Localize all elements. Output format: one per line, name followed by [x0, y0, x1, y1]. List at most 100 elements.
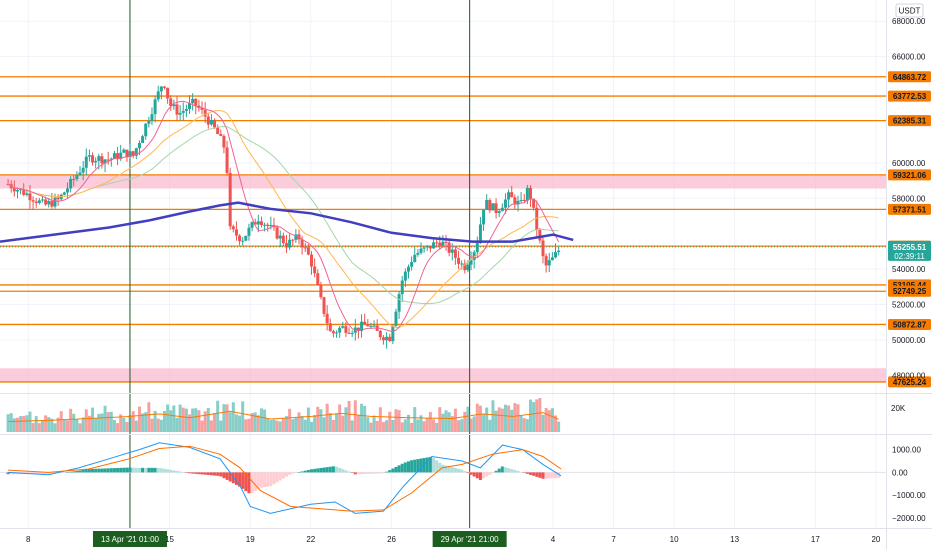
time-marker-tag[interactable] — [92, 531, 167, 547]
volume-bar — [335, 413, 339, 432]
candle-body — [250, 222, 254, 228]
volume-bar — [482, 414, 486, 432]
macd-histogram-bar — [388, 470, 392, 473]
price-level-tag[interactable] — [888, 169, 931, 181]
macd-tick-label: −1000.00 — [892, 491, 926, 500]
macd-histogram-bar — [150, 467, 154, 473]
volume-bar — [353, 400, 357, 432]
volume-bar — [350, 420, 354, 432]
candle-body — [253, 222, 257, 225]
time-tick-label: 7 — [611, 535, 616, 544]
candle-body — [284, 243, 288, 248]
macd-histogram-bar — [331, 466, 335, 473]
volume-bar — [528, 399, 532, 432]
candle-body — [216, 127, 220, 135]
macd-histogram-bar — [316, 468, 320, 473]
candle-body — [184, 109, 188, 111]
volume-bar — [535, 399, 539, 432]
price-tick-label: 66000.00 — [892, 53, 926, 62]
price-level-tag[interactable] — [888, 203, 931, 215]
current-price-tag[interactable] — [888, 240, 931, 261]
volume-bar — [191, 408, 195, 432]
time-marker-tag[interactable] — [432, 531, 507, 547]
support-zone — [0, 368, 886, 382]
macd-histogram-bar — [438, 462, 442, 473]
volume-bar — [366, 417, 370, 432]
candle-body — [360, 321, 364, 332]
macd-histogram-bar — [528, 472, 532, 475]
macd-histogram-bar — [81, 470, 85, 473]
candle-body — [550, 257, 554, 261]
volume-bar — [378, 407, 382, 432]
volume-bar — [313, 415, 317, 432]
price-level-tag[interactable] — [888, 285, 931, 297]
moving-averages — [0, 100, 574, 332]
volume-bar — [466, 406, 470, 432]
volume-bar — [303, 419, 307, 432]
candle-body — [425, 245, 429, 248]
macd-histogram-bar — [69, 471, 73, 473]
macd-histogram-bar — [247, 472, 251, 494]
candle-body — [460, 263, 464, 265]
ma-fast-line — [7, 100, 560, 332]
macd-histogram-bar — [403, 462, 407, 473]
macd-histogram-bar — [109, 468, 113, 473]
volume-bar — [137, 406, 141, 432]
currency-badge[interactable] — [895, 3, 924, 18]
candle-body — [466, 264, 470, 271]
price-tick-label: 58000.00 — [892, 194, 926, 203]
macd-histogram-bar — [266, 472, 270, 487]
volume-bar — [200, 420, 204, 432]
candle-body — [263, 224, 267, 226]
price-level-tag[interactable] — [888, 376, 931, 388]
volume-bar — [419, 415, 423, 432]
candle-body — [131, 151, 135, 156]
macd-tick-label: 1000.00 — [892, 446, 921, 455]
volume-bar — [469, 418, 473, 432]
volume-axis-label: 20K — [891, 404, 906, 413]
candle-body — [97, 156, 101, 161]
volume-bar — [112, 419, 116, 432]
candle-body — [94, 160, 98, 163]
candle-body — [363, 321, 367, 325]
macd-histogram-bar — [222, 472, 226, 479]
vertical-markers[interactable] — [129, 0, 471, 528]
candle-body — [347, 332, 351, 334]
volume-bar — [91, 407, 95, 432]
candle-body — [281, 235, 285, 244]
price-level-tag[interactable] — [888, 71, 931, 83]
macd-histogram-bar — [162, 468, 166, 473]
macd-histogram-bar — [488, 472, 492, 475]
macd-histogram-bar — [344, 470, 348, 473]
candle-body — [225, 147, 229, 173]
candle-body — [310, 254, 314, 267]
volume-bar — [228, 412, 232, 432]
horizontal-levels[interactable] — [0, 76, 886, 383]
candle-body — [15, 189, 19, 192]
volume-bar — [510, 409, 514, 432]
candle-body — [328, 323, 332, 332]
macd-histogram-bar — [119, 467, 123, 473]
candle-body — [388, 336, 392, 342]
volume-bar — [31, 422, 35, 432]
macd-histogram-bar — [319, 468, 323, 473]
macd-histogram-bar — [59, 472, 63, 473]
volume-bar — [28, 411, 32, 432]
price-level-tag[interactable] — [888, 115, 931, 127]
candle-body — [478, 224, 482, 244]
macd-histogram-bar — [116, 467, 120, 473]
volume-bar — [181, 407, 185, 432]
price-level-tag[interactable] — [888, 90, 931, 102]
candle-body — [22, 189, 26, 195]
currency-label[interactable]: USDT — [899, 7, 921, 16]
macd-histogram-bar — [259, 472, 263, 488]
macd-histogram-bar — [94, 468, 98, 473]
volume-bar — [550, 408, 554, 432]
candle-body — [341, 326, 345, 328]
price-level-tag[interactable] — [888, 318, 931, 330]
volume-bar — [385, 420, 389, 432]
macd-histogram-bar — [425, 457, 429, 473]
candle-body — [441, 241, 445, 246]
macd-histogram-bar — [410, 460, 414, 473]
